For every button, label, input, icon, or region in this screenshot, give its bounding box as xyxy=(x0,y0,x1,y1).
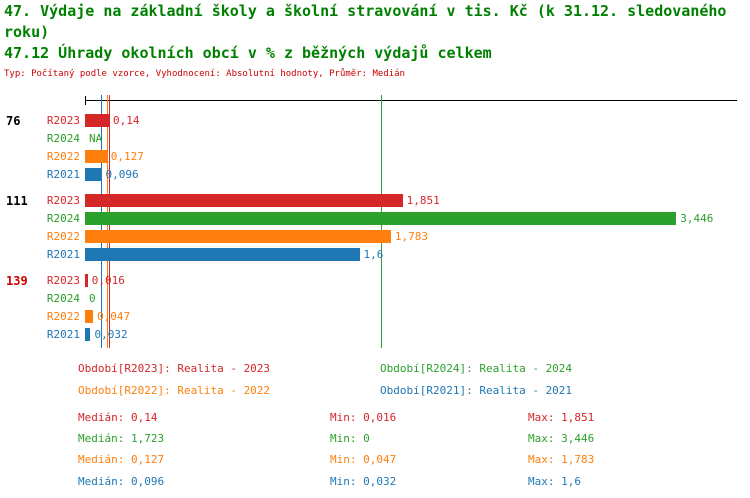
stat-max-r2021: Max: 1,6 xyxy=(528,475,581,488)
bar-row-76-r2024: R2024 NA xyxy=(0,130,750,148)
stat-median-r2023: Medián: 0,14 xyxy=(78,411,158,424)
stats-row-r2023: Medián: 0,14 Min: 0,016 Max: 1,851 xyxy=(0,411,750,427)
bar-value-r2024: NA xyxy=(89,132,103,145)
chart-header: 47. Výdaje na základní školy a školní st… xyxy=(4,1,726,80)
bar-row-139-r2023: R2023 0,016 xyxy=(0,272,750,290)
bar-r2021 xyxy=(85,168,102,181)
bar-row-111-r2021: R2021 1,6 xyxy=(0,246,750,264)
series-label-r2024: R2024 xyxy=(46,132,80,145)
legend-item-r2022: Období[R2022]: Realita - 2022 xyxy=(78,384,271,397)
bar-row-111-r2024: R2024 3,446 xyxy=(0,210,750,228)
bar-value-r2023: 0,14 xyxy=(113,114,140,127)
stats-row-r2021: Medián: 0,096 Min: 0,032 Max: 1,6 xyxy=(0,475,750,491)
series-label-r2023: R2023 xyxy=(46,114,80,127)
stat-min-r2022: Min: 0,047 xyxy=(330,453,397,466)
stat-max-r2023: Max: 1,851 xyxy=(528,411,595,424)
stat-min-r2023: Min: 0,016 xyxy=(330,411,397,424)
chart-title-line1: 47. Výdaje na základní školy a školní st… xyxy=(4,2,727,20)
legend-item-r2024: Období[R2024]: Realita - 2024 xyxy=(380,362,573,375)
series-label-r2023: R2023 xyxy=(46,274,80,287)
plot-area: 76 R2023 0,14 R2024 NA R2022 0,127 R2021 0,096 11… xyxy=(0,95,750,348)
chart-title-line2: roku) xyxy=(4,23,50,41)
group-label-111: 111 xyxy=(6,194,28,208)
chart-subtitle: 47.12 Úhrady okolních obcí v % z běžných… xyxy=(4,44,492,62)
series-label-r2024: R2024 xyxy=(46,212,80,225)
bar-row-76-r2023: R2023 0,14 xyxy=(0,112,750,130)
group-label-139: 139 xyxy=(6,274,28,288)
bar-row-76-r2022: R2022 0,127 xyxy=(0,148,750,166)
stat-max-r2024: Max: 3,446 xyxy=(528,432,595,445)
series-label-r2021: R2021 xyxy=(46,328,80,341)
bar-r2023 xyxy=(85,194,403,207)
bar-row-111-r2023: R2023 1,851 xyxy=(0,192,750,210)
bar-row-139-r2022: R2022 0,047 xyxy=(0,308,750,326)
bar-row-139-r2021: R2021 0,032 xyxy=(0,326,750,344)
bar-row-111-r2022: R2022 1,783 xyxy=(0,228,750,246)
bar-r2021 xyxy=(85,248,360,261)
bar-r2023 xyxy=(85,274,88,287)
bar-r2021 xyxy=(85,328,91,341)
chart-meta-note: Typ: Počítaný podle vzorce, Vyhodnocení:… xyxy=(4,69,405,79)
stat-median-r2024: Medián: 1,723 xyxy=(78,432,165,445)
bar-row-139-r2024: R2024 0 xyxy=(0,290,750,308)
series-label-r2022: R2022 xyxy=(46,230,80,243)
bar-r2022 xyxy=(85,150,107,163)
bar-r2022 xyxy=(85,230,391,243)
bar-value-r2024: 3,446 xyxy=(680,212,714,225)
stat-min-r2021: Min: 0,032 xyxy=(330,475,397,488)
bar-value-r2022: 0,127 xyxy=(110,150,144,163)
bar-value-r2023: 1,851 xyxy=(406,194,440,207)
bar-value-r2023: 0,016 xyxy=(91,274,125,287)
bar-r2024 xyxy=(85,212,677,225)
x-axis-origin-tick xyxy=(85,96,86,105)
stat-median-r2021: Medián: 0,096 xyxy=(78,475,165,488)
bar-value-r2021: 1,6 xyxy=(363,248,384,261)
series-label-r2021: R2021 xyxy=(46,248,80,261)
bar-value-r2021: 0,096 xyxy=(105,168,139,181)
series-label-r2022: R2022 xyxy=(46,150,80,163)
stats-row-r2022: Medián: 0,127 Min: 0,047 Max: 1,783 xyxy=(0,453,750,469)
series-label-r2022: R2022 xyxy=(46,310,80,323)
bar-r2022 xyxy=(85,310,94,323)
bar-value-r2024: 0 xyxy=(89,292,96,305)
x-axis-line xyxy=(85,100,737,101)
bar-value-r2022: 1,783 xyxy=(394,230,429,243)
bar-r2023 xyxy=(85,114,110,127)
series-label-r2021: R2021 xyxy=(46,168,80,181)
legend-item-r2023: Období[R2023]: Realita - 2023 xyxy=(78,362,271,375)
stats-row-r2024: Medián: 1,723 Min: 0 Max: 3,446 xyxy=(0,432,750,448)
stat-median-r2022: Medián: 0,127 xyxy=(78,453,165,466)
legend-item-r2021: Období[R2021]: Realita - 2021 xyxy=(380,384,573,397)
group-label-76: 76 xyxy=(6,114,21,128)
bar-value-r2022: 0,047 xyxy=(97,310,131,323)
bar-value-r2021: 0,032 xyxy=(94,328,128,341)
stat-min-r2024: Min: 0 xyxy=(330,432,370,445)
series-label-r2023: R2023 xyxy=(46,194,80,207)
stat-max-r2022: Max: 1,783 xyxy=(528,453,595,466)
bar-row-76-r2021: R2021 0,096 xyxy=(0,166,750,184)
series-label-r2024: R2024 xyxy=(46,292,80,305)
